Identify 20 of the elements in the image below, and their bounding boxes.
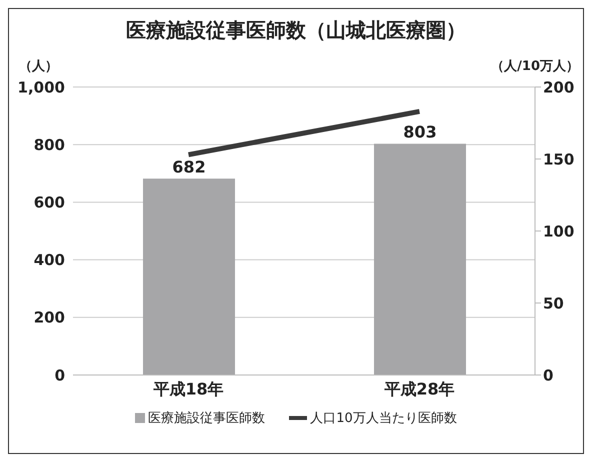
y2-tick-label: 50: [543, 294, 564, 312]
chart-title: 医療施設従事医師数（山城北医療圏）: [125, 17, 467, 43]
y-tick-label: 800: [34, 136, 65, 154]
y-tick-label: 0: [54, 366, 65, 384]
y-tick-label: 600: [34, 194, 65, 212]
y-axis-title: （人）: [19, 58, 58, 75]
y-tick-label: 200: [34, 308, 65, 327]
y2-tick-label: 100: [543, 222, 574, 240]
legend-label: 人口10万人当たり医師数: [309, 410, 457, 427]
y2-axis-title: （人/10万人）: [491, 58, 579, 75]
y-tick-label: 400: [34, 251, 65, 270]
x-tick-label: 平成28年: [383, 379, 455, 398]
y2-tick-label: 150: [543, 150, 574, 168]
x-tick-label: 平成18年: [152, 379, 224, 398]
y-tick-label: 1,000: [18, 78, 65, 96]
y2-tick-label: 200: [543, 78, 574, 96]
y2-tick-label: 0: [543, 366, 554, 384]
data-label: 803: [403, 122, 437, 142]
legend-label: 医療施設従事医師数: [147, 410, 266, 427]
data-label: 682: [172, 158, 206, 177]
